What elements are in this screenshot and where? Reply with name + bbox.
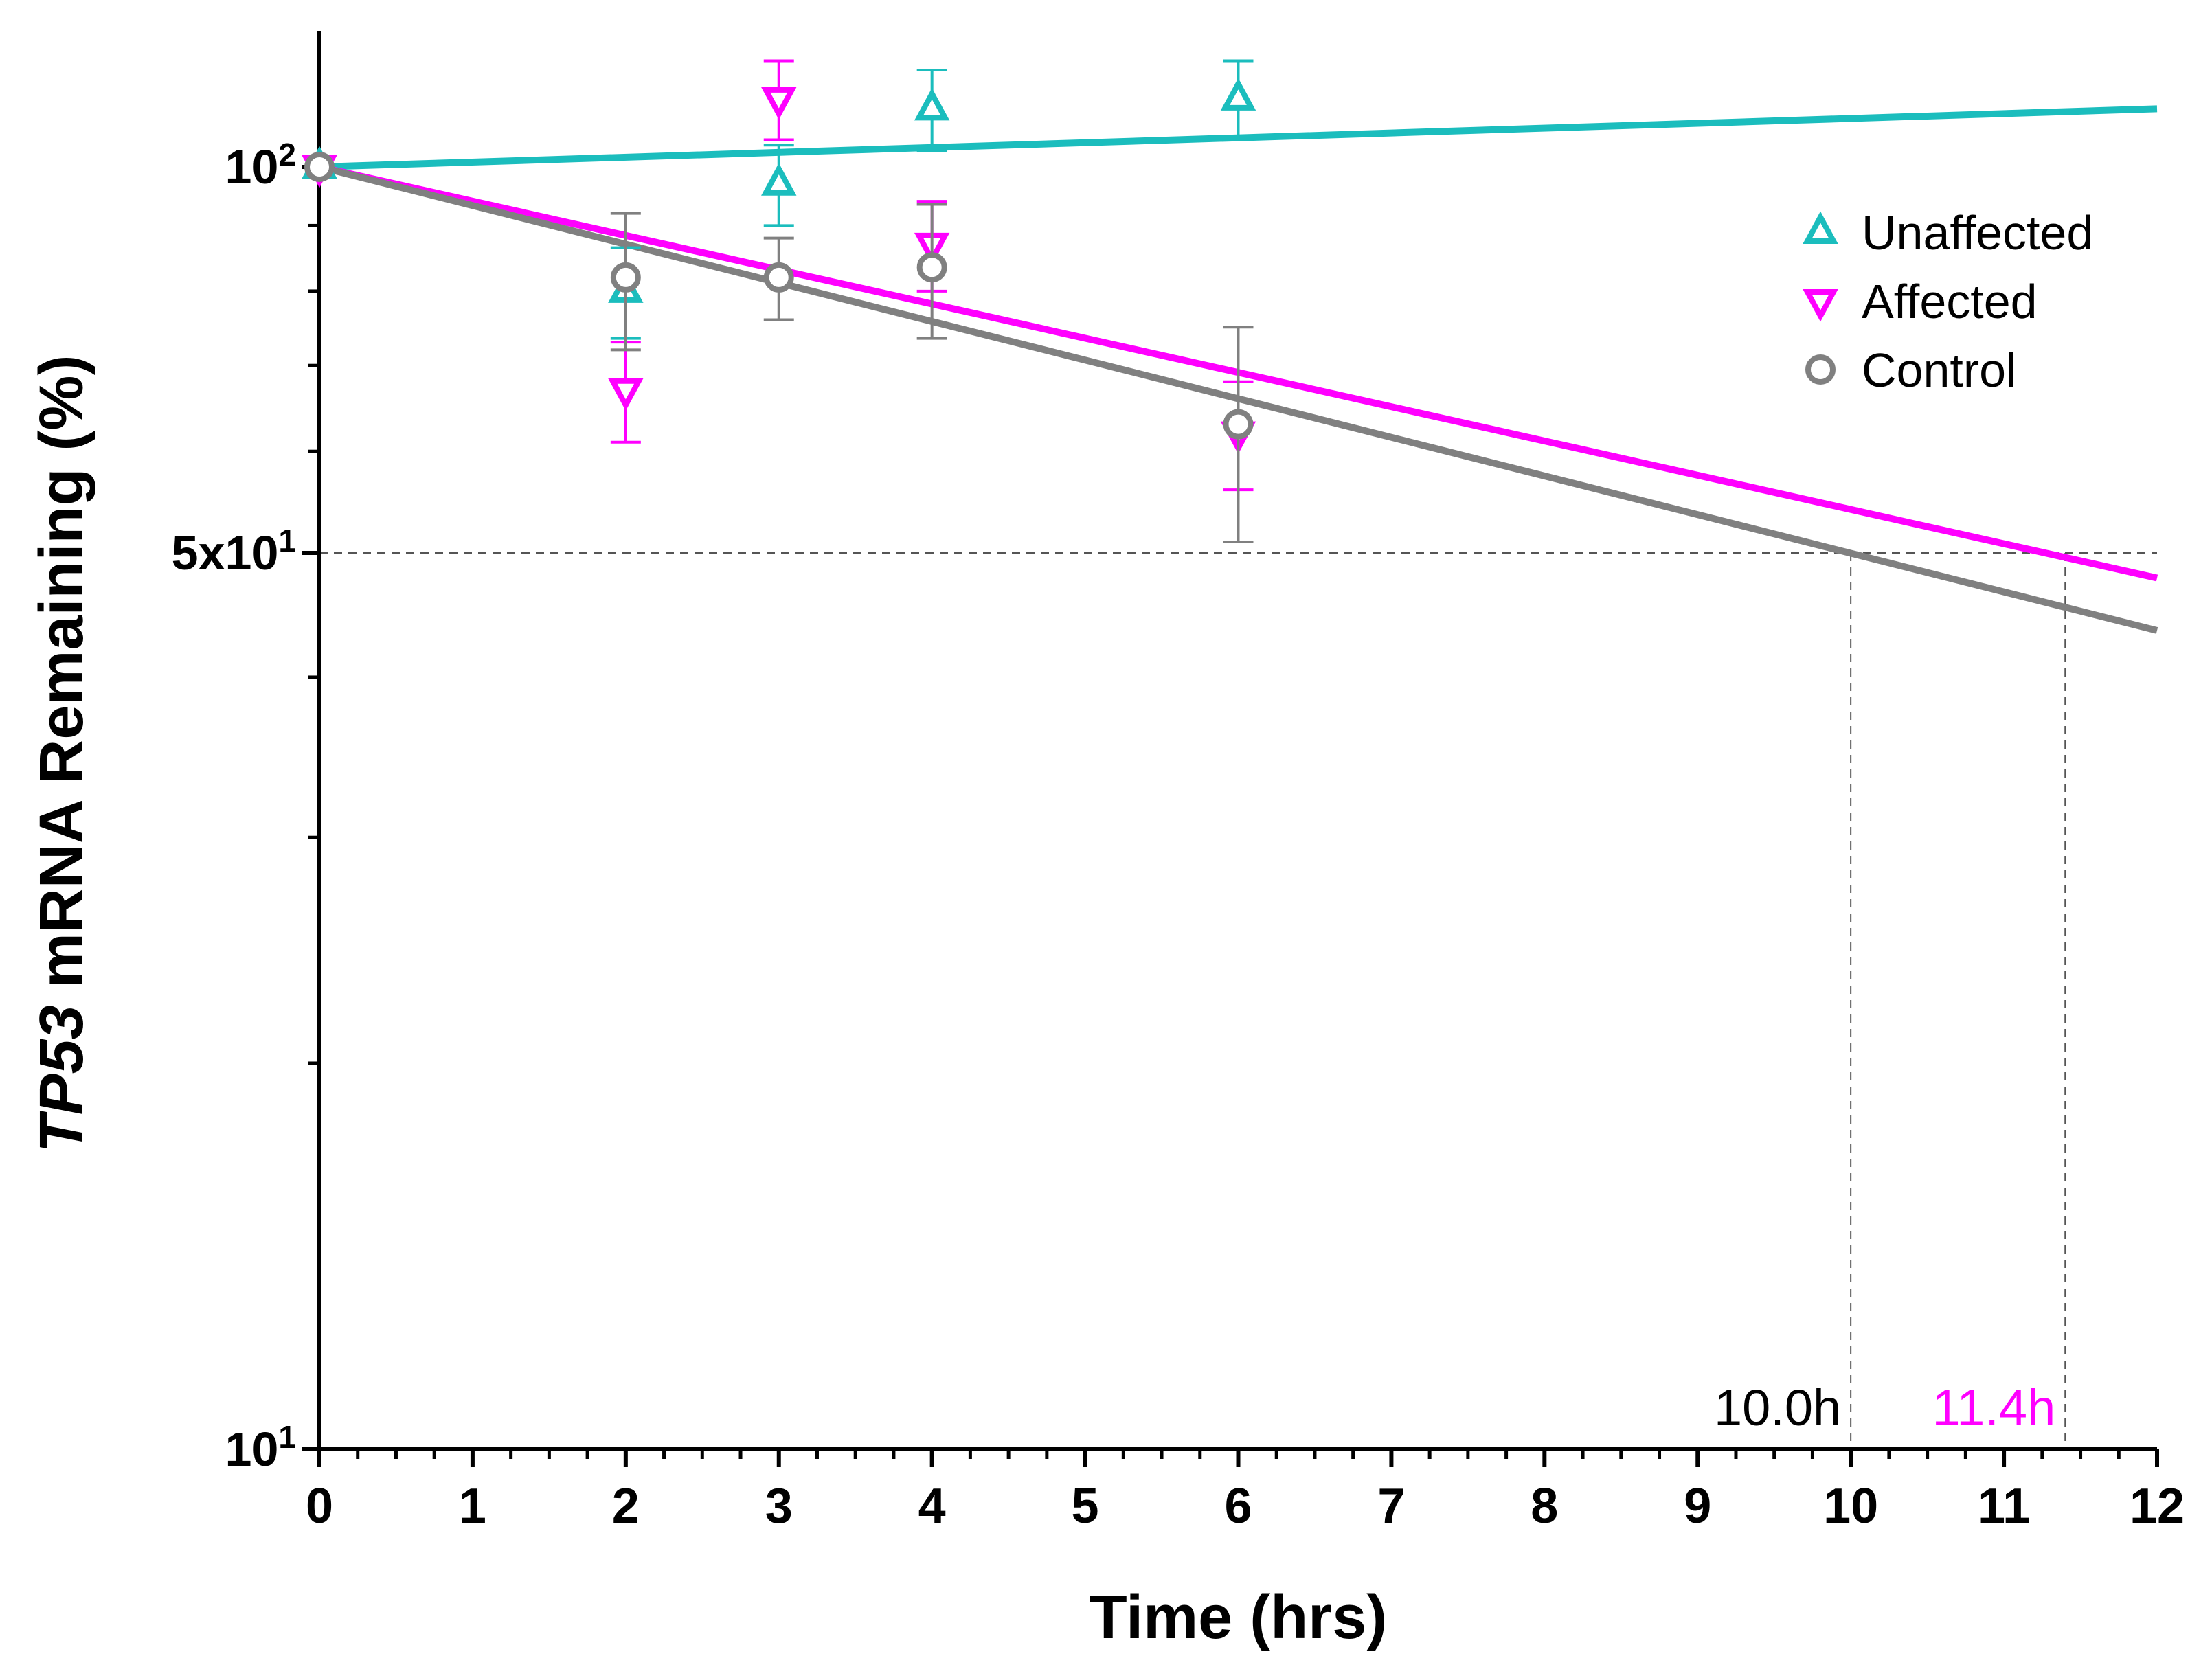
data-point-control [916, 252, 947, 283]
x-tick-label: 0 [306, 1479, 333, 1534]
legend-marker-unaffected [1803, 211, 1838, 244]
half-life-label: 11.4h [1932, 1379, 2056, 1436]
half-life-label: 10.0h [1714, 1379, 1841, 1436]
y-axis-title: TP53 mRNA Remaining (%) [27, 355, 96, 1153]
x-tick-label: 12 [2130, 1479, 2185, 1534]
data-point-control [304, 152, 335, 182]
y-tick-label: 102 [225, 137, 296, 194]
x-tick-label: 6 [1224, 1479, 1252, 1534]
x-tick-label: 9 [1684, 1479, 1711, 1534]
x-tick-label: 3 [765, 1479, 793, 1534]
x-tick-label: 4 [918, 1479, 946, 1534]
data-point-control [610, 262, 641, 293]
y-tick-label: 5x101 [172, 523, 296, 580]
legend-label-control: Control [1862, 343, 2017, 397]
x-tick-label: 2 [612, 1479, 640, 1534]
legend-label-unaffected: Unaffected [1862, 206, 2093, 260]
x-tick-label: 8 [1531, 1479, 1558, 1534]
x-axis-title: Time (hrs) [1090, 1583, 1387, 1652]
x-tick-label: 10 [1823, 1479, 1878, 1534]
legend-label-affected: Affected [1862, 275, 2038, 328]
x-tick-label: 11 [1978, 1479, 2030, 1534]
data-point-unaffected [1220, 78, 1256, 111]
legend-marker-affected [1803, 289, 1838, 322]
x-tick-label: 7 [1377, 1479, 1405, 1534]
legend-marker-control [1805, 354, 1836, 385]
x-tick-label: 5 [1072, 1479, 1099, 1534]
data-point-unaffected [914, 87, 950, 121]
data-point-control [1223, 409, 1254, 440]
data-point-control [763, 262, 794, 293]
data-point-unaffected [761, 163, 797, 196]
x-tick-label: 1 [459, 1479, 486, 1534]
y-tick-label: 101 [225, 1419, 296, 1476]
data-point-affected [608, 378, 644, 411]
data-point-affected [761, 87, 797, 120]
